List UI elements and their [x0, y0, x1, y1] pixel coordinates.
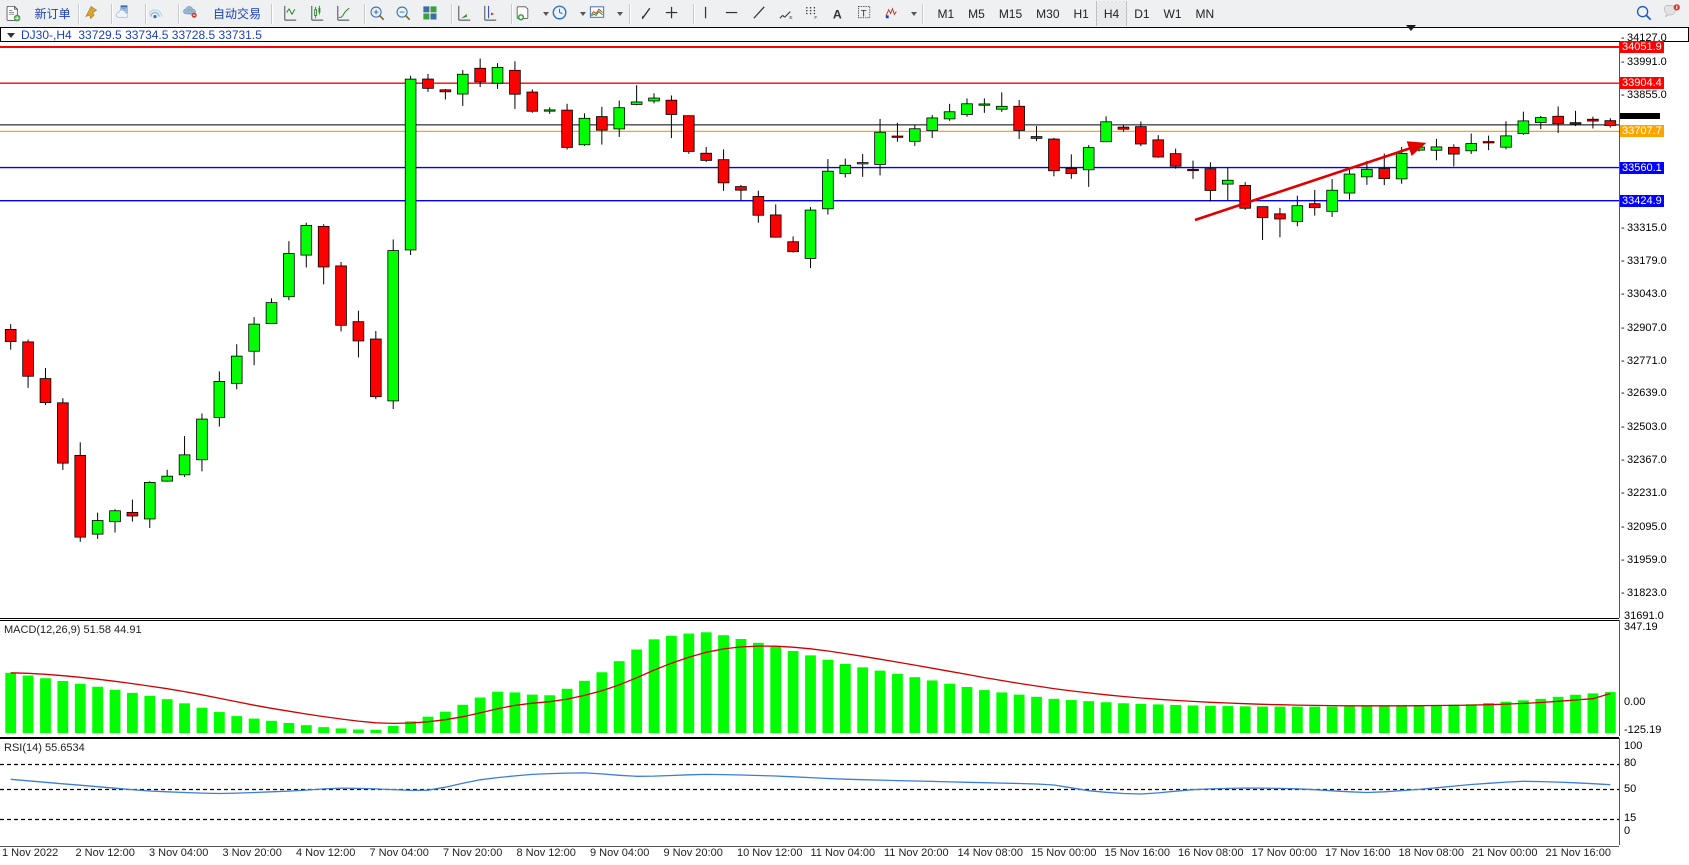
svg-text:F: F: [814, 15, 817, 21]
svg-text:T: T: [861, 8, 867, 19]
svg-text:E: E: [789, 15, 792, 21]
svg-text:A: A: [833, 7, 842, 21]
